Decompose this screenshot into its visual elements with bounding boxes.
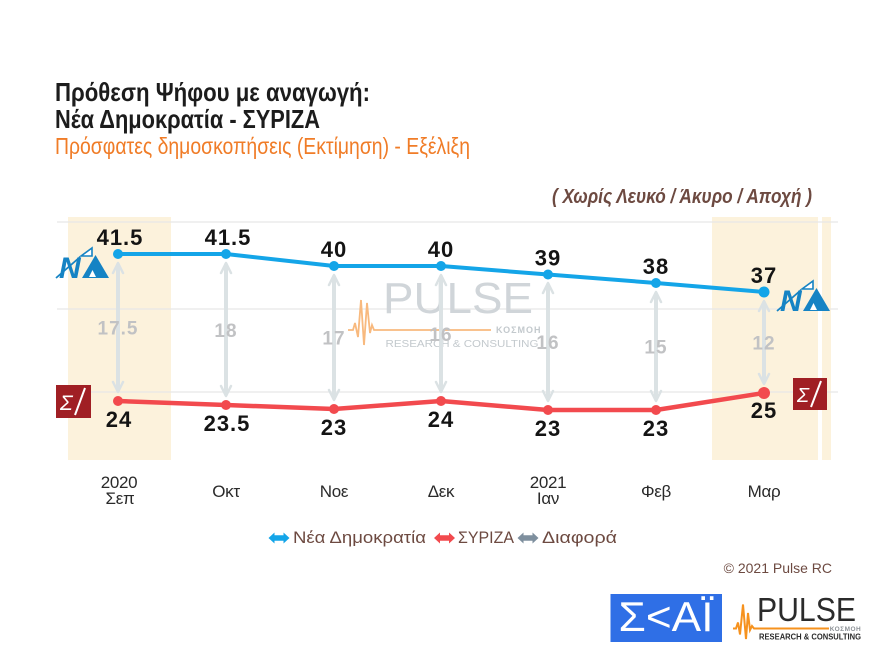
svg-text:15: 15 — [644, 338, 667, 359]
svg-text:17.5: 17.5 — [98, 319, 139, 340]
svg-text:ΚΟΣΜΟΗ: ΚΟΣΜΟΗ — [830, 626, 862, 633]
svg-text:37: 37 — [751, 263, 777, 288]
svg-text:25: 25 — [751, 398, 777, 423]
svg-text:Φεβ: Φεβ — [641, 482, 672, 501]
svg-text:2021: 2021 — [530, 473, 567, 492]
svg-text:41.5: 41.5 — [97, 225, 144, 250]
svg-text:PULSE: PULSE — [757, 591, 856, 628]
svg-text:Ν: Ν — [59, 252, 82, 285]
svg-text:38: 38 — [643, 254, 669, 279]
svg-text:( Χωρίς Λευκό / Άκυρο / Αποχή: ( Χωρίς Λευκό / Άκυρο / Αποχή ) — [552, 186, 812, 208]
svg-text:Σεπ: Σεπ — [106, 489, 135, 508]
svg-text:24: 24 — [428, 407, 454, 432]
svg-text:39: 39 — [535, 246, 561, 271]
svg-text:© 2021 Pulse RC: © 2021 Pulse RC — [724, 560, 832, 576]
svg-text:17: 17 — [322, 329, 345, 350]
svg-text:2020: 2020 — [101, 473, 138, 492]
svg-text:23: 23 — [535, 416, 561, 441]
svg-text:Δεκ: Δεκ — [428, 482, 455, 501]
svg-text:Διαφορά: Διαφορά — [542, 528, 617, 547]
svg-text:23.5: 23.5 — [204, 411, 251, 436]
svg-text:Ιαν: Ιαν — [537, 489, 559, 508]
svg-text:40: 40 — [428, 237, 454, 262]
svg-text:RESEARCH & CONSULTING: RESEARCH & CONSULTING — [759, 632, 861, 642]
svg-text:Σ: Σ — [59, 392, 74, 415]
svg-text:Πρόσφατες δημοσκοπήσεις (Εκτίμ: Πρόσφατες δημοσκοπήσεις (Εκτίμηση) - Εξέ… — [55, 133, 470, 159]
svg-text:24: 24 — [106, 407, 132, 432]
svg-text:16: 16 — [536, 333, 559, 354]
svg-text:18: 18 — [214, 321, 237, 342]
svg-text:Νέα Δημοκρατία: Νέα Δημοκρατία — [293, 528, 426, 547]
svg-text:Σ<ΑΪ: Σ<ΑΪ — [619, 593, 714, 640]
svg-text:Ν: Ν — [780, 285, 803, 318]
svg-text:23: 23 — [643, 416, 669, 441]
svg-text:41.5: 41.5 — [205, 225, 252, 250]
svg-text:Νέα Δημοκρατία - ΣΥΡΙΖΑ: Νέα Δημοκρατία - ΣΥΡΙΖΑ — [55, 104, 320, 134]
svg-text:Νοε: Νοε — [320, 482, 349, 501]
svg-text:12: 12 — [752, 334, 775, 355]
svg-text:40: 40 — [321, 237, 347, 262]
svg-text:RESEARCH & CONSULTING: RESEARCH & CONSULTING — [386, 338, 539, 350]
svg-text:23: 23 — [321, 415, 347, 440]
svg-text:Μαρ: Μαρ — [748, 482, 781, 501]
svg-text:Οκτ: Οκτ — [212, 482, 240, 501]
svg-text:Σ: Σ — [796, 385, 810, 407]
svg-text:Πρόθεση Ψήφου με αναγωγή:: Πρόθεση Ψήφου με αναγωγή: — [55, 77, 370, 107]
svg-text:16: 16 — [429, 325, 452, 346]
svg-text:PULSE: PULSE — [383, 274, 533, 323]
svg-text:ΣΥΡΙΖΑ: ΣΥΡΙΖΑ — [458, 528, 515, 547]
svg-text:ΚΟΣΜΟΗ: ΚΟΣΜΟΗ — [496, 325, 542, 335]
